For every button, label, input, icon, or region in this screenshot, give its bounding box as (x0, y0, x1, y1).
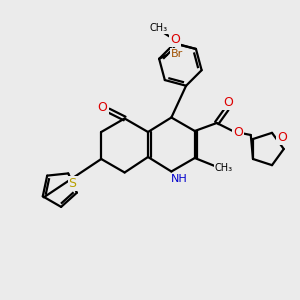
Text: O: O (170, 33, 180, 46)
Text: CH₃: CH₃ (150, 23, 168, 33)
Text: Br: Br (171, 49, 183, 59)
Text: CH₃: CH₃ (215, 163, 233, 173)
Text: S: S (68, 177, 76, 190)
Text: O: O (223, 95, 233, 109)
Text: O: O (233, 127, 243, 140)
Text: O: O (98, 101, 108, 114)
Text: NH: NH (171, 175, 188, 184)
Text: O: O (277, 131, 287, 144)
